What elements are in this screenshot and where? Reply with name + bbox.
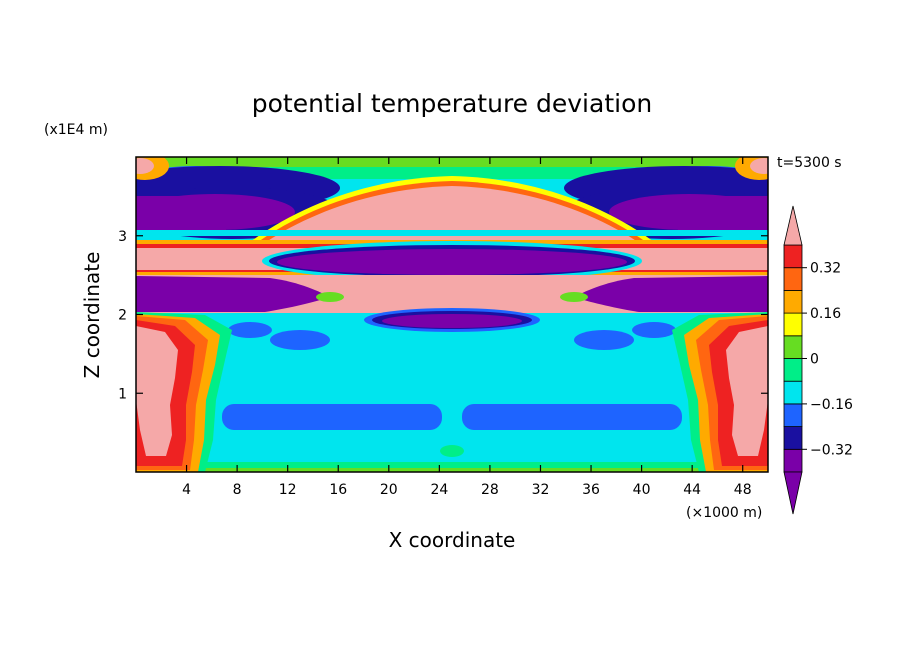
colorbar-label-2: 0	[810, 352, 819, 368]
contour-region-41	[574, 330, 634, 350]
x-tick-label-32: 32	[532, 482, 550, 498]
x-tick-label-20: 20	[380, 482, 398, 498]
x-tick-label-4: 4	[182, 482, 191, 498]
contour-region-23	[136, 230, 768, 236]
y-unit-label: (x1E4 m)	[44, 122, 108, 138]
contour-region-34	[560, 292, 588, 302]
colorbar-bin-7	[783, 289, 803, 314]
x-tick-label-48: 48	[734, 482, 752, 498]
contour-region-43	[462, 404, 682, 430]
contour-region-32	[574, 276, 768, 312]
x-tick-label-40: 40	[633, 482, 651, 498]
colorbar-label-3: −0.16	[810, 397, 853, 413]
x-tick-label-36: 36	[582, 482, 600, 498]
colorbar-max-arrow	[783, 205, 803, 246]
colorbar-bin-8	[783, 267, 803, 291]
contour-region-37	[382, 314, 522, 328]
y-tick-label-1: 1	[118, 386, 127, 402]
colorbar-bin-0	[783, 448, 803, 473]
contour-region-22	[266, 186, 638, 242]
colorbar-bin-1	[783, 426, 803, 450]
colorbar-bin-6	[783, 312, 803, 337]
y-tick-label-3: 3	[118, 229, 127, 245]
contour-plot-area	[135, 156, 769, 473]
x-axis-ticks: 4 8 12 16 20 24 28 32 36 40 44 48	[182, 157, 752, 498]
colorbar-label-4: −0.32	[810, 442, 853, 458]
colorbar-label-1: 0.16	[810, 306, 841, 322]
x-tick-label-12: 12	[279, 482, 297, 498]
colorbar-bin-5	[783, 335, 803, 359]
x-tick-label-24: 24	[430, 482, 448, 498]
x-axis-label: X coordinate	[389, 528, 516, 552]
x-unit-label: (×1000 m)	[686, 505, 762, 521]
contour-region-18	[136, 158, 154, 174]
chart-title: potential temperature deviation	[252, 89, 652, 118]
contour-region-40	[270, 330, 330, 350]
contour-region-48	[136, 326, 178, 456]
contour-region-5	[136, 157, 768, 167]
contour-region-1	[136, 462, 768, 472]
y-axis-ticks: 1 2 3	[118, 229, 768, 402]
contour-region-42	[222, 404, 442, 430]
colorbar-bin-4	[783, 358, 803, 382]
contour-region-2	[136, 468, 768, 472]
colorbar-bin-2	[783, 403, 803, 427]
colorbar: 0.32 0.16 0 −0.16 −0.32	[783, 205, 853, 515]
contour-region-29	[277, 249, 627, 275]
contour-region-31	[136, 276, 330, 312]
colorbar-label-0: 0.32	[810, 261, 841, 277]
y-tick-label-2: 2	[118, 308, 127, 324]
x-tick-label-28: 28	[481, 482, 499, 498]
contour-region-19	[750, 158, 768, 174]
y-axis-label: Z coordinate	[80, 252, 104, 379]
colorbar-bin-9	[783, 244, 803, 269]
time-label: t=5300 s	[777, 155, 842, 171]
x-tick-label-44: 44	[683, 482, 701, 498]
contour-region-39	[632, 322, 676, 338]
contour-region-15	[678, 196, 768, 230]
x-tick-label-16: 16	[329, 482, 347, 498]
x-tick-label-8: 8	[233, 482, 242, 498]
contour-region-3	[440, 445, 464, 457]
contour-region-33	[316, 292, 344, 302]
contour-region-53	[726, 326, 768, 456]
colorbar-bin-3	[783, 380, 803, 405]
colorbar-min-arrow	[783, 471, 803, 515]
contour-region-14	[136, 196, 226, 230]
contour-region-38	[228, 322, 272, 338]
